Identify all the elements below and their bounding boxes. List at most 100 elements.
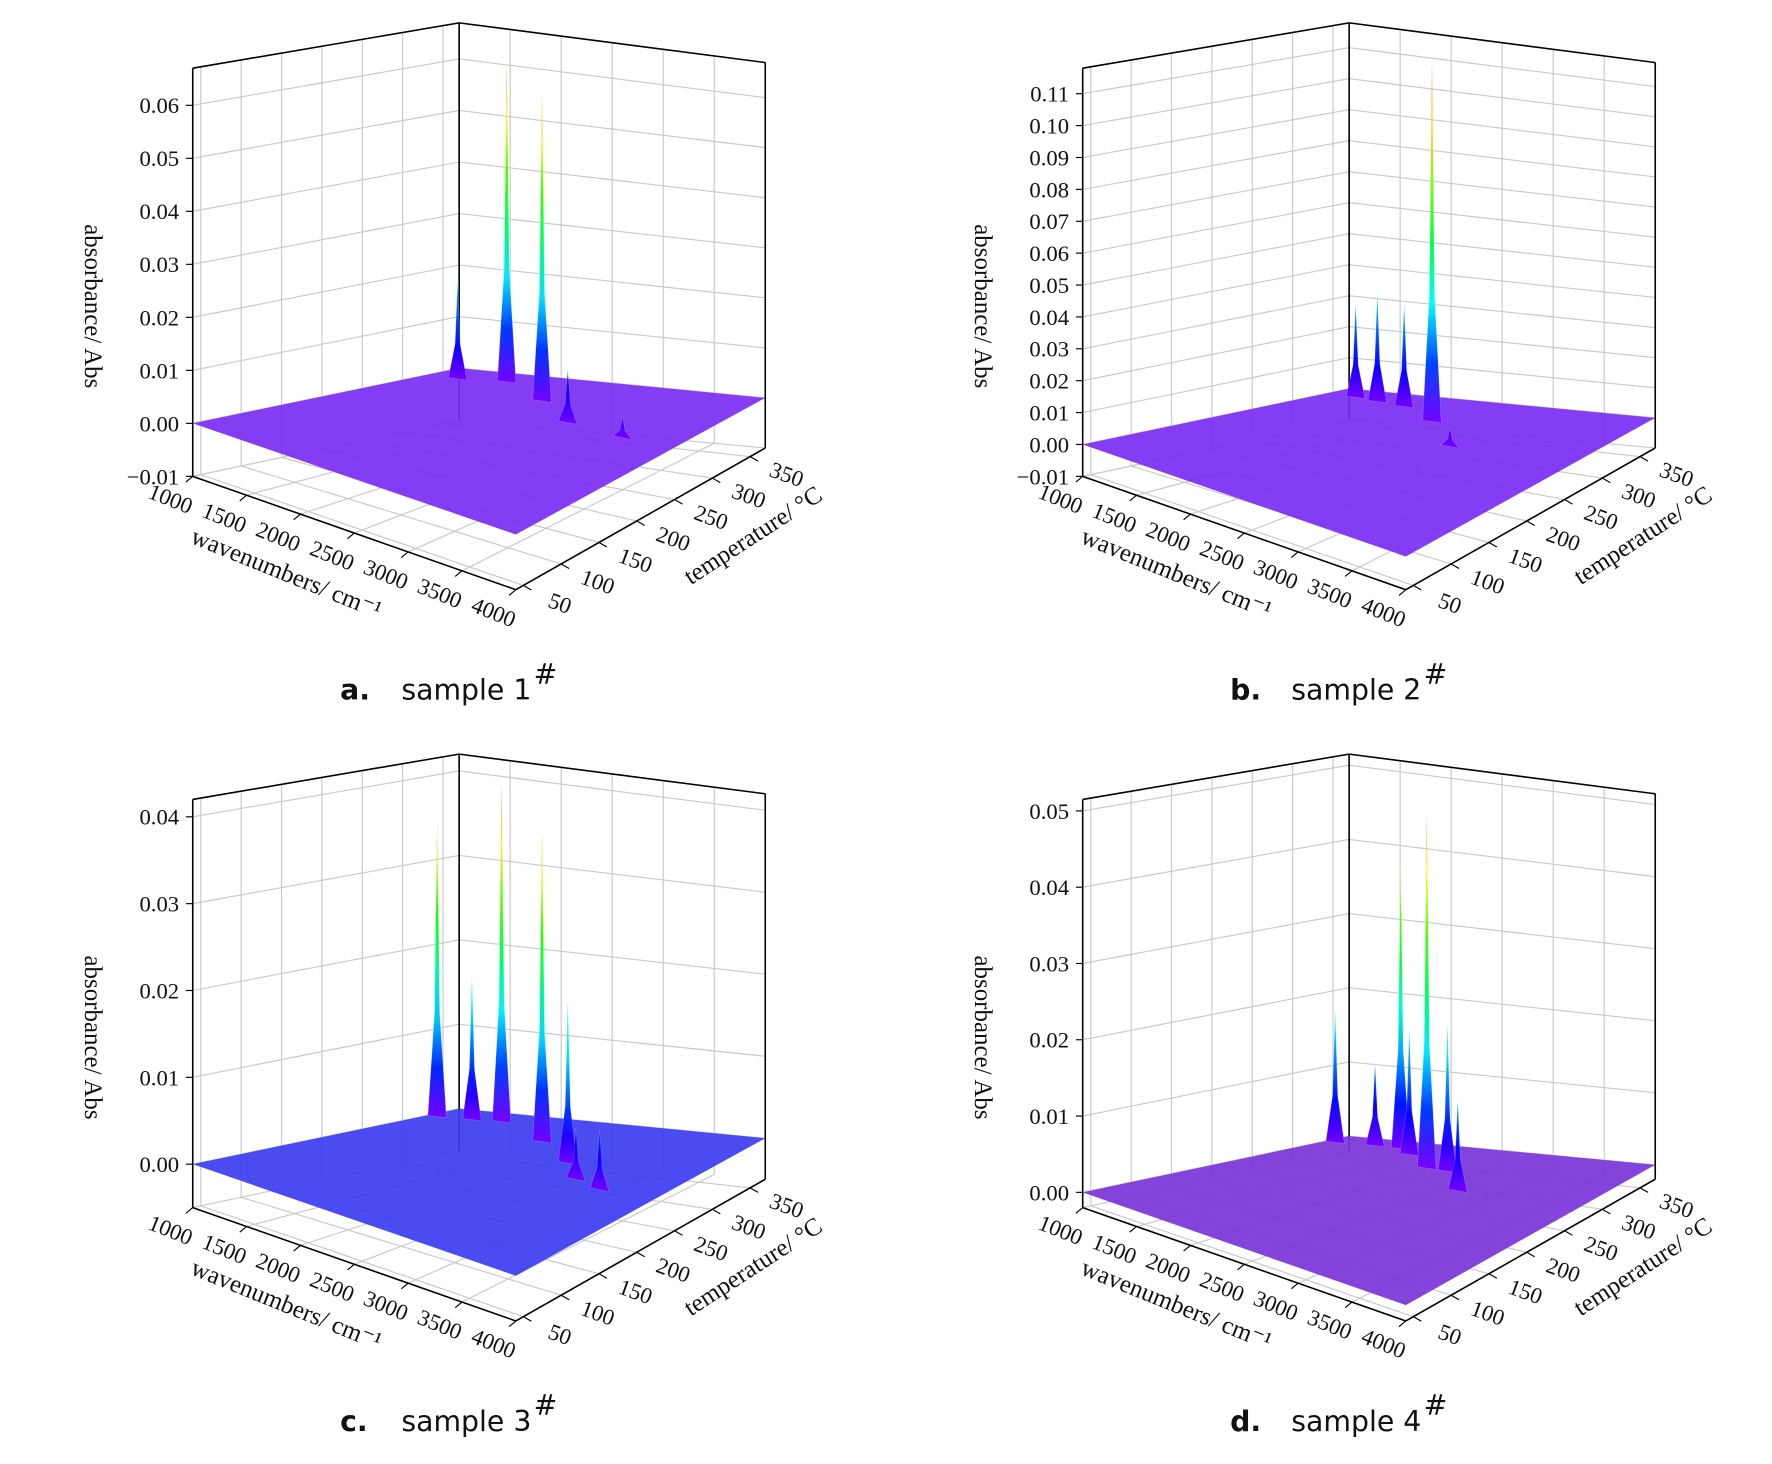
z-tick-label: 0.06 [1029, 241, 1069, 266]
tick-mark [1129, 1226, 1137, 1233]
tick-mark [712, 1208, 721, 1215]
grid-line [1082, 233, 1350, 286]
y-tick-label: 250 [691, 1231, 731, 1266]
z-axis-title: absorbance/ Abs [79, 955, 106, 1119]
tick-mark [347, 1263, 355, 1271]
grid-line [192, 1023, 460, 1078]
axis-line [1082, 1206, 1407, 1322]
grid-line [192, 58, 460, 106]
tick-mark [523, 1316, 532, 1322]
y-tick-label: 200 [1543, 1253, 1583, 1288]
y-tick-label: 50 [545, 588, 575, 619]
axis-line [192, 1206, 517, 1322]
x-tick-label: 1000 [1035, 1210, 1086, 1250]
tick-mark [454, 570, 463, 577]
grid-line [461, 1174, 715, 1303]
grid-line [192, 161, 460, 212]
tick-mark [400, 1282, 409, 1290]
grid-line [1082, 987, 1350, 1041]
tick-mark [1639, 456, 1649, 462]
y-tick-label: 150 [615, 1274, 655, 1309]
tick-mark [1639, 1187, 1649, 1193]
y-tick-label: 300 [729, 478, 769, 513]
y-tick-label: 350 [766, 457, 806, 492]
z-tick-label: 0.05 [1029, 799, 1069, 824]
tick-mark [400, 551, 409, 559]
grid-line [1082, 838, 1350, 888]
z-tick-label: 0.01 [139, 358, 179, 383]
x-tick-label: 4000 [468, 1323, 519, 1363]
x-tick-label: 3500 [1304, 573, 1355, 613]
axis-line [459, 753, 766, 795]
tick-mark [636, 1251, 645, 1258]
z-tick-label: 0.00 [139, 411, 179, 436]
z-tick-label: 0.06 [139, 93, 179, 118]
tick-mark [523, 584, 532, 591]
grid-line [1082, 295, 1350, 350]
axis-line [459, 22, 766, 64]
peak [1417, 812, 1437, 1170]
axis-line [515, 1178, 766, 1322]
z-tick-label: 0.10 [1029, 114, 1069, 139]
tick-mark [1344, 570, 1353, 577]
peak [1399, 1028, 1419, 1157]
surface-base [192, 1108, 766, 1276]
peak [492, 784, 512, 1124]
surface-base [1082, 1136, 1656, 1306]
peak [497, 63, 517, 384]
peak [1394, 304, 1414, 409]
z-tick-label: 0.04 [139, 199, 179, 224]
z-tick-label: 0.00 [1029, 1180, 1069, 1205]
tick-mark [1564, 1230, 1573, 1236]
tick-mark [185, 1207, 194, 1214]
y-tick-label: 200 [653, 1253, 693, 1288]
y-tick-label: 100 [578, 1296, 618, 1331]
surface-base [192, 368, 766, 535]
y-tick-label: 350 [766, 1188, 806, 1223]
tick-mark [1290, 1282, 1299, 1290]
x-tick-label: 1000 [1035, 479, 1086, 519]
grid-line [461, 442, 715, 572]
tick-mark [508, 1320, 517, 1328]
z-tick-label: 0.02 [1029, 369, 1069, 394]
y-tick-label: 250 [1581, 500, 1621, 535]
tick-mark [1237, 1263, 1245, 1271]
x-tick-label: 3000 [360, 1286, 411, 1326]
caption-text: sample 2 [1291, 674, 1421, 707]
z-tick-label: −0.01 [127, 464, 179, 489]
tick-mark [1129, 494, 1137, 502]
y-tick-label: 250 [691, 500, 731, 535]
y-tick-label: 50 [545, 1319, 575, 1350]
peak [1448, 1101, 1468, 1193]
z-axis-title: absorbance/ Abs [79, 224, 106, 388]
tick-mark [1413, 584, 1422, 591]
caption-mark: # [534, 1389, 558, 1422]
z-tick-label: 0.01 [1029, 1104, 1069, 1129]
caption-text: sample 1 [401, 674, 531, 707]
z-tick-label: 0.02 [139, 305, 179, 330]
tick-mark [560, 1294, 570, 1301]
z-tick-label: 0.09 [1029, 145, 1069, 170]
z-tick-label: 0.03 [1029, 337, 1069, 362]
y-tick-label: 300 [1619, 478, 1659, 513]
tick-mark [293, 1244, 301, 1252]
z-axis-title: absorbance/ Abs [969, 224, 996, 388]
grid-line [1082, 357, 1350, 414]
grid-line [1082, 326, 1350, 382]
tick-mark [1344, 1301, 1353, 1309]
axis-line [192, 475, 517, 591]
z-tick-label: 0.03 [139, 252, 179, 277]
z-tick-label: 0.05 [139, 146, 179, 171]
tick-mark [508, 589, 517, 596]
tick-mark [598, 541, 608, 548]
grid-line [1082, 764, 1350, 812]
tick-mark [749, 1187, 759, 1193]
peak [448, 280, 468, 381]
y-tick-label: 150 [615, 543, 655, 578]
tick-mark [1602, 1208, 1611, 1215]
tick-mark [1602, 477, 1611, 484]
grid-line [192, 264, 460, 318]
peak [1439, 427, 1461, 449]
surface-base [1082, 388, 1656, 557]
